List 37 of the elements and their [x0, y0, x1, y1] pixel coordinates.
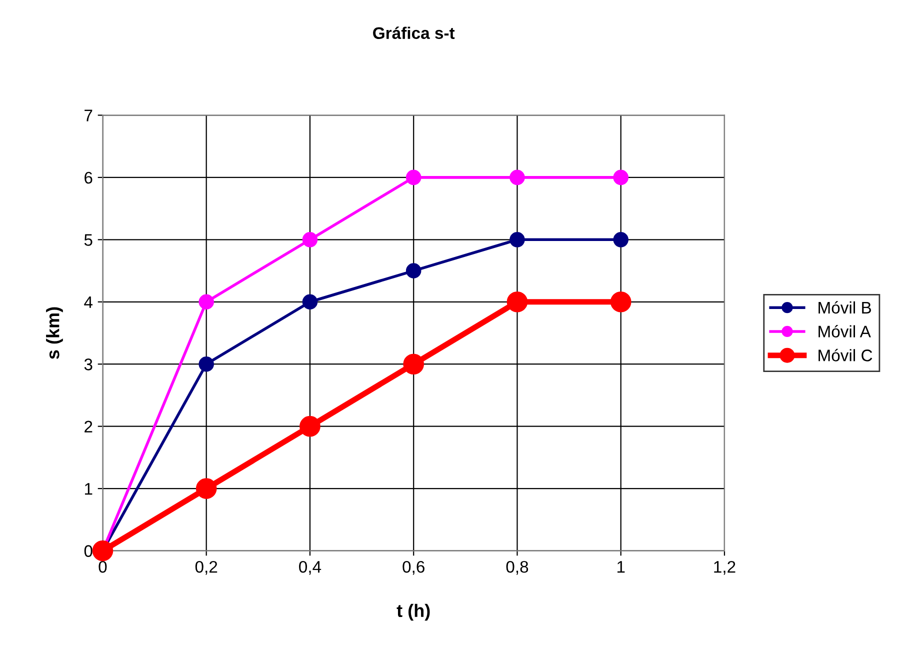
y-tick-label: 1	[84, 483, 92, 495]
point	[92, 540, 114, 562]
point	[198, 356, 214, 372]
y-tick-label: 5	[84, 234, 92, 246]
point	[613, 170, 628, 186]
x-axis-title: t (h)	[396, 604, 430, 621]
x-tick-label: 0,6	[402, 560, 424, 575]
point	[196, 478, 217, 499]
y-tick-label: 7	[84, 110, 92, 122]
x-tick-label: 1	[617, 561, 625, 573]
point	[302, 232, 318, 248]
point	[610, 291, 632, 312]
point	[406, 170, 422, 186]
point	[510, 170, 525, 186]
chart-title: Gráfica s-t	[373, 26, 455, 39]
point	[300, 416, 320, 437]
point	[613, 232, 628, 248]
legend-label: Móvil A	[818, 325, 871, 338]
x-tick-label: 0	[98, 560, 107, 573]
y-axis-title: s (km)	[46, 307, 63, 359]
x-tick-label: 0,4	[299, 560, 322, 575]
x-tick-label: 1,2	[714, 560, 736, 575]
legend-label: Móvil C	[818, 348, 872, 362]
point	[510, 232, 525, 248]
y-tick-label: 2	[84, 420, 92, 432]
point	[403, 354, 424, 375]
y-tick-label: 6	[84, 172, 92, 184]
point	[302, 294, 318, 310]
legend-label: Móvil B	[818, 301, 871, 314]
x-tick-label: 0,2	[195, 560, 218, 575]
point	[406, 263, 422, 278]
y-tick-label: 3	[84, 358, 92, 370]
point	[198, 294, 214, 310]
x-tick-label: 0,8	[506, 560, 528, 575]
point	[506, 291, 528, 312]
y-tick-label: 0	[84, 545, 92, 557]
y-tick-label: 4	[84, 296, 93, 308]
